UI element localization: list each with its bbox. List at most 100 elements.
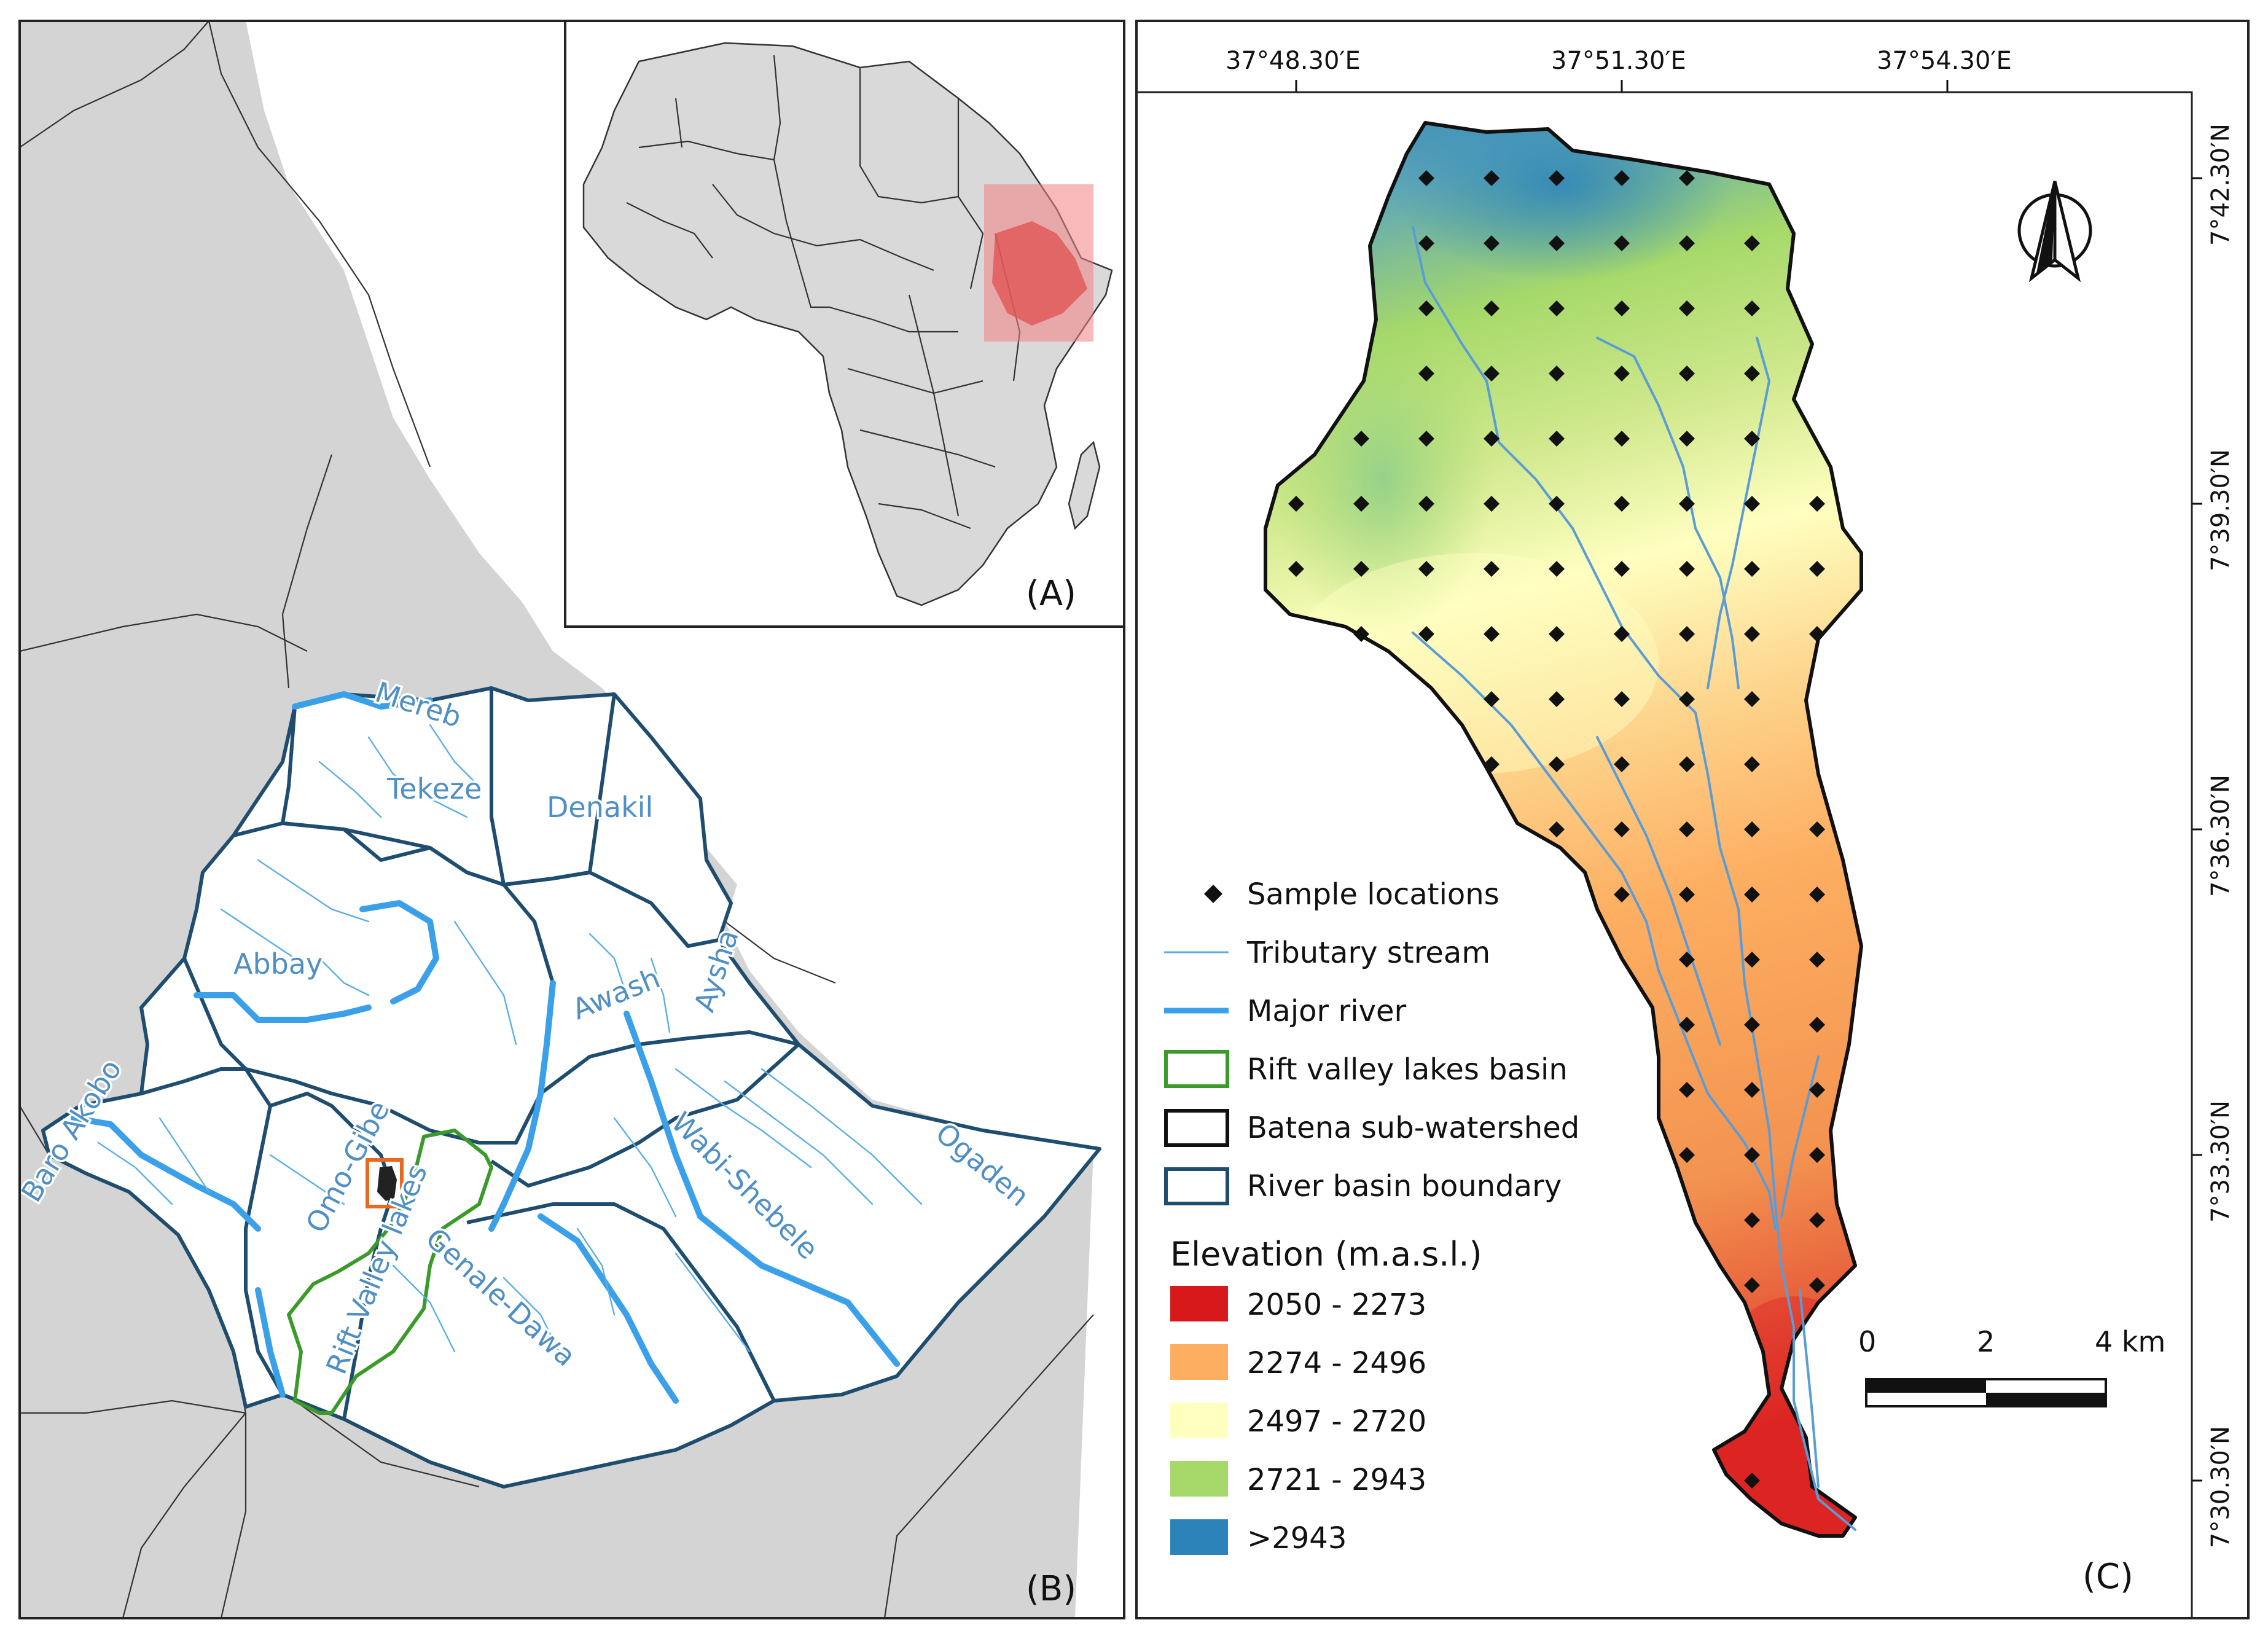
legend: Sample locations Tributary stream Major … xyxy=(1164,877,1579,1556)
study-area-box xyxy=(366,1158,404,1208)
sample-point xyxy=(1809,887,1825,902)
sample-point xyxy=(1809,1277,1825,1293)
tributary-network xyxy=(97,724,923,1365)
scale-label-4km: 4 km xyxy=(2095,1325,2165,1358)
sample-point xyxy=(1549,496,1565,512)
legend-elev-5: >2943 xyxy=(1247,1521,1347,1556)
legend-rift-valley-lakes-basin: Rift valley lakes basin xyxy=(1247,1052,1568,1087)
sample-point xyxy=(1549,561,1565,577)
lat-label-4: 7°33.30′N xyxy=(2207,1100,2235,1223)
sample-point xyxy=(1614,170,1630,186)
sample-point xyxy=(1418,496,1434,512)
sample-point xyxy=(1744,431,1760,447)
legend-elev-3: 2497 - 2720 xyxy=(1247,1404,1426,1439)
sample-point xyxy=(1679,1017,1695,1033)
legend-river-basin-boundary: River basin boundary xyxy=(1247,1169,1562,1204)
sample-point xyxy=(1549,431,1565,447)
elev-swatch-4 xyxy=(1170,1461,1228,1497)
sample-locations xyxy=(1288,170,1825,1489)
sample-point xyxy=(1549,366,1565,382)
sample-point xyxy=(1744,1017,1760,1033)
sample-point xyxy=(1484,235,1500,251)
ethiopia-basins xyxy=(41,686,1101,1489)
panel-a-label: (A) xyxy=(1026,574,1076,614)
sample-point xyxy=(1614,691,1630,707)
sample-point xyxy=(1418,170,1434,186)
elev-swatch-5 xyxy=(1170,1519,1228,1555)
rift-valley-lakes-basin xyxy=(287,1129,493,1415)
sample-point xyxy=(1744,691,1760,707)
sample-point xyxy=(1549,821,1565,837)
sample-point xyxy=(1288,496,1304,512)
sample-point xyxy=(1744,887,1760,902)
study-area-shape xyxy=(377,1166,397,1201)
elev-swatch-3 xyxy=(1170,1403,1228,1438)
sample-point xyxy=(1809,1147,1825,1163)
sample-point xyxy=(1614,496,1630,512)
sample-point xyxy=(1418,431,1434,447)
sample-point xyxy=(1679,821,1695,837)
sample-point xyxy=(1744,235,1760,251)
sample-point xyxy=(1353,496,1369,512)
panel-b-frame xyxy=(18,20,1125,1619)
lat-label-3: 7°36.30′N xyxy=(2207,775,2235,897)
sample-point xyxy=(1744,821,1760,837)
sample-point xyxy=(1679,431,1695,447)
sample-point xyxy=(1744,300,1760,316)
africa-outline xyxy=(582,42,1113,606)
basin-box-icon xyxy=(1164,1167,1229,1205)
north-arrow-icon xyxy=(2017,181,2092,283)
legend-elev-4: 2721 - 2943 xyxy=(1247,1463,1426,1497)
scale-label-2: 2 xyxy=(1977,1325,1995,1358)
sample-point xyxy=(1744,756,1760,772)
sample-point xyxy=(1744,366,1760,382)
sample-point xyxy=(1614,366,1630,382)
sample-point xyxy=(1484,170,1500,186)
elev-swatch-1 xyxy=(1170,1286,1228,1321)
legend-elev-1: 2050 - 2273 xyxy=(1247,1288,1426,1322)
sample-point xyxy=(1679,756,1695,772)
sample-point xyxy=(1614,300,1630,316)
diamond-icon xyxy=(1204,885,1222,903)
ethiopia-shape xyxy=(992,221,1087,326)
lat-label-5: 7°30.30′N xyxy=(2207,1426,2235,1548)
sample-point xyxy=(1418,366,1434,382)
lat-label-1: 7°42.30′N xyxy=(2207,123,2235,246)
sample-point xyxy=(1614,821,1630,837)
sample-point xyxy=(1744,1473,1760,1489)
sample-point xyxy=(1353,431,1369,447)
sample-point xyxy=(1744,952,1760,968)
sample-point xyxy=(1679,626,1695,642)
sample-point xyxy=(1418,300,1434,316)
sample-point xyxy=(1679,691,1695,707)
panel-c-watershed-map: 37°48.30′E 37°51.30′E 37°54.30′E 7°42.30… xyxy=(1135,20,2250,1619)
sample-point xyxy=(1679,300,1695,316)
sample-point xyxy=(1809,1082,1825,1098)
sample-point xyxy=(1418,235,1434,251)
legend-batena-sub-watershed: Batena sub-watershed xyxy=(1247,1111,1579,1145)
sample-point xyxy=(1288,561,1304,577)
sample-point xyxy=(1484,691,1500,707)
sample-point xyxy=(1679,887,1695,902)
legend-major-river: Major river xyxy=(1247,994,1407,1028)
legend-tributary-stream: Tributary stream xyxy=(1246,936,1490,970)
watershed-box-icon xyxy=(1164,1109,1229,1147)
scale-bar: 0 2 4 km xyxy=(1858,1325,2165,1407)
sample-point xyxy=(1679,561,1695,577)
legend-elevation-title: Elevation (m.a.s.l.) xyxy=(1170,1235,1482,1274)
sea xyxy=(246,21,1124,1618)
legend-elev-2: 2274 - 2496 xyxy=(1247,1346,1426,1380)
sample-point xyxy=(1614,431,1630,447)
rift-box-icon xyxy=(1164,1050,1229,1088)
sample-point xyxy=(1679,366,1695,382)
basin-label-abbay: Abbay xyxy=(233,947,323,981)
sample-point xyxy=(1614,561,1630,577)
sample-point xyxy=(1484,366,1500,382)
sample-point xyxy=(1679,952,1695,968)
panel-a-inset: (A) xyxy=(564,20,1125,628)
sample-point xyxy=(1679,1082,1695,1098)
latitude-axis: 7°42.30′N 7°39.30′N 7°36.30′N 7°33.30′N … xyxy=(2192,123,2235,1548)
sample-point xyxy=(1549,626,1565,642)
lon-label-2: 37°51.30′E xyxy=(1551,47,1686,75)
